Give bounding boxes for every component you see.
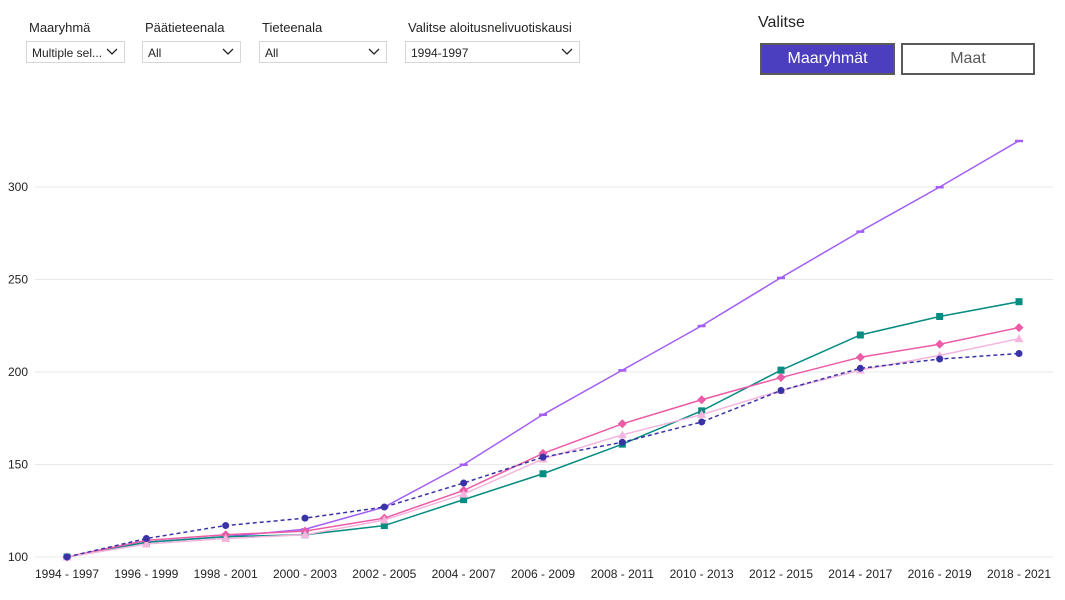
data-point[interactable]: [777, 387, 785, 394]
data-point[interactable]: [617, 430, 627, 439]
chevron-down-icon: [368, 48, 380, 55]
x-tick-label: 2018 - 2021: [987, 567, 1051, 581]
series-circle: [63, 350, 1023, 561]
data-point[interactable]: [1014, 323, 1024, 333]
data-point[interactable]: [539, 453, 547, 461]
paatieteenala-dropdown-value: All: [148, 46, 162, 60]
data-point[interactable]: [460, 496, 468, 504]
data-point[interactable]: [777, 276, 785, 280]
y-tick-label: 150: [8, 458, 28, 472]
filter-label-maaryhma: Maaryhmä: [29, 20, 91, 35]
x-tick-label: 1994 - 1997: [35, 567, 99, 581]
data-point[interactable]: [697, 410, 707, 419]
x-tick-label: 2000 - 2003: [273, 567, 337, 581]
x-tick-label: 2016 - 2019: [908, 567, 972, 581]
data-point[interactable]: [380, 503, 388, 511]
series-line: [66, 326, 1020, 558]
data-point[interactable]: [63, 553, 71, 561]
data-point[interactable]: [459, 463, 468, 467]
x-tick-label: 2002 - 2005: [352, 567, 416, 581]
data-point[interactable]: [617, 419, 627, 429]
data-point[interactable]: [697, 324, 706, 328]
data-point[interactable]: [776, 373, 786, 383]
data-point[interactable]: [856, 331, 864, 339]
series-diamond: [62, 323, 1024, 562]
data-point[interactable]: [221, 534, 231, 542]
data-point[interactable]: [1015, 298, 1023, 306]
maaryhmat-button[interactable]: Maaryhmät: [760, 43, 895, 75]
data-point[interactable]: [855, 352, 865, 362]
y-tick-label: 200: [8, 365, 28, 379]
filter-label-tieteenala: Tieteenala: [262, 20, 323, 35]
x-tick-label: 1998 - 2001: [194, 567, 258, 581]
data-point[interactable]: [301, 514, 309, 522]
maat-button[interactable]: Maat: [901, 43, 1035, 75]
series-triangle: [62, 334, 1024, 561]
data-point[interactable]: [697, 395, 707, 405]
series-dash: [63, 139, 1023, 559]
aloitusnelivuotiskausi-dropdown-value: 1994-1997: [411, 46, 469, 60]
paatieteenala-dropdown[interactable]: All: [142, 41, 241, 63]
data-point[interactable]: [222, 522, 230, 530]
data-point[interactable]: [618, 369, 627, 372]
chevron-down-icon: [561, 48, 573, 55]
data-point[interactable]: [539, 470, 547, 478]
x-tick-label: 2008 - 2011: [591, 567, 654, 581]
data-point[interactable]: [856, 364, 864, 372]
data-point[interactable]: [459, 489, 469, 498]
y-tick-label: 100: [8, 550, 28, 564]
data-point[interactable]: [936, 355, 944, 363]
data-point[interactable]: [935, 339, 945, 349]
x-tick-label: 2004 - 2007: [432, 567, 496, 581]
data-point[interactable]: [856, 230, 865, 233]
data-point[interactable]: [777, 366, 785, 374]
data-point[interactable]: [460, 479, 468, 487]
toggle-title: Valitse: [758, 14, 805, 31]
filter-label-aloitusnelivuotiskausi: Valitse aloitusnelivuotiskausi: [408, 20, 572, 35]
maaryhma-dropdown[interactable]: Multiple sel...: [26, 41, 125, 63]
x-tick-label: 1996 - 1999: [114, 567, 178, 581]
data-point[interactable]: [618, 438, 626, 446]
data-point[interactable]: [379, 515, 389, 524]
x-tick-label: 2014 - 2017: [828, 567, 892, 581]
x-tick-label: 2012 - 2015: [749, 567, 813, 581]
data-point[interactable]: [539, 413, 547, 417]
chevron-down-icon: [106, 48, 118, 55]
tieteenala-dropdown[interactable]: All: [259, 41, 387, 63]
y-tick-label: 300: [8, 180, 28, 194]
x-tick-label: 2006 - 2009: [511, 567, 575, 581]
data-point[interactable]: [1015, 350, 1023, 357]
chevron-down-icon: [222, 48, 234, 55]
data-point[interactable]: [698, 418, 706, 426]
tieteenala-dropdown-value: All: [265, 46, 279, 60]
series-square: [63, 298, 1023, 561]
y-tick-label: 250: [8, 273, 28, 287]
data-point[interactable]: [936, 313, 944, 320]
aloitusnelivuotiskausi-dropdown[interactable]: 1994-1997: [405, 41, 580, 63]
data-point[interactable]: [141, 539, 151, 548]
data-point[interactable]: [935, 186, 944, 189]
data-point[interactable]: [380, 522, 388, 530]
x-tick-label: 2010 - 2013: [670, 567, 734, 581]
series-line: [66, 140, 1020, 558]
series-line: [66, 300, 1020, 558]
data-point[interactable]: [1014, 334, 1024, 343]
data-point[interactable]: [1015, 139, 1023, 143]
series-line: [66, 337, 1020, 558]
data-point[interactable]: [300, 530, 310, 539]
filter-label-paatieteenala: Päätieteenala: [145, 20, 225, 35]
maaryhma-dropdown-value: Multiple sel...: [32, 46, 103, 60]
data-point[interactable]: [142, 535, 150, 542]
